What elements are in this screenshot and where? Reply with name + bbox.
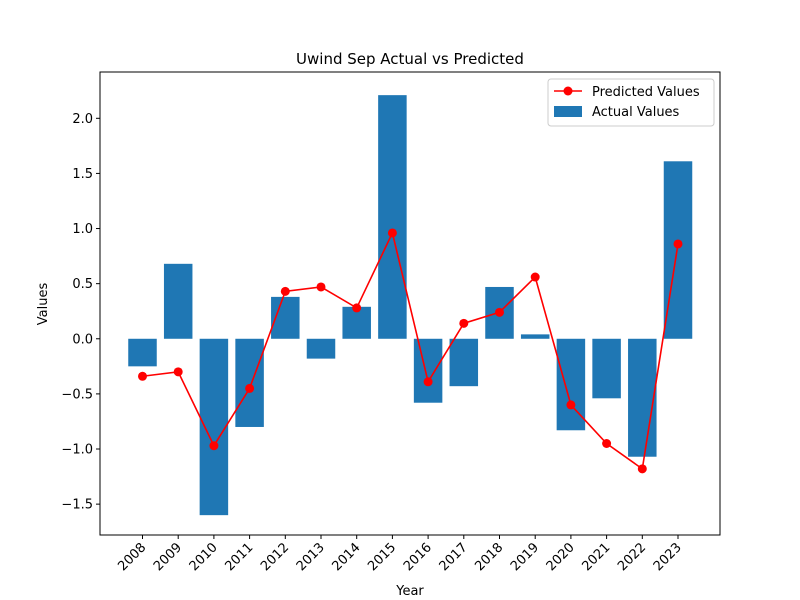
x-tick-label: 2012 [258, 540, 292, 574]
legend-box [547, 78, 715, 127]
x-tick-label: 2010 [187, 540, 221, 574]
x-tick-label: 2013 [294, 540, 328, 574]
bar [520, 334, 550, 339]
bar [163, 263, 193, 339]
data-point [459, 318, 469, 328]
x-tick-label: 2019 [508, 540, 542, 574]
data-point [566, 400, 576, 410]
x-tick-label: 2011 [222, 540, 256, 574]
legend-marker [563, 86, 573, 96]
x-tick-label: 2023 [651, 540, 685, 574]
x-tick-label: 2018 [472, 540, 506, 574]
x-tick-label: 2016 [401, 540, 435, 574]
x-tick-label: 2020 [544, 540, 578, 574]
bar [199, 338, 229, 516]
x-tick-label: 2009 [151, 540, 185, 574]
y-tick-label: 1.0 [72, 222, 93, 237]
data-point [423, 377, 433, 387]
legend: Predicted Values Actual Values [547, 78, 715, 127]
bar [378, 95, 407, 339]
data-point [602, 439, 612, 449]
data-point [637, 464, 647, 474]
data-point [387, 228, 397, 238]
plot-frame [99, 71, 721, 536]
x-tick-label: 2015 [365, 540, 399, 574]
y-tick-label: 0.0 [72, 332, 93, 347]
y-tick-label: 0.5 [72, 277, 93, 292]
y-tick-label: 1.5 [72, 167, 93, 182]
bar [413, 338, 443, 403]
x-tick-label: 2021 [579, 540, 613, 574]
legend-label-actual: Actual Values [592, 105, 680, 120]
x-tick-label: 2022 [615, 540, 649, 574]
y-tick-label: −1.0 [61, 443, 93, 458]
y-tick-label: 2.0 [72, 112, 93, 127]
y-tick-label: −0.5 [61, 387, 93, 402]
predicted-line [142, 230, 679, 471]
x-axis-label: Year [395, 584, 424, 599]
data-point [495, 307, 504, 317]
bar [663, 161, 693, 339]
bar [128, 338, 157, 367]
bar [628, 338, 657, 457]
data-point [209, 441, 219, 451]
legend-bar-swatch [554, 106, 582, 117]
data-point [530, 272, 540, 282]
bar [306, 338, 336, 359]
bar [235, 338, 264, 427]
data-point [352, 303, 362, 313]
y-axis-label: Values [36, 283, 51, 326]
x-tick-label: 2017 [437, 540, 471, 574]
bar [449, 338, 479, 387]
data-point [316, 282, 326, 292]
y-axis: −1.5 −1.0 −0.5 0.0 0.5 1.0 1.5 2.0 [61, 112, 100, 513]
data-point [280, 286, 290, 296]
legend-label-predicted: Predicted Values [592, 85, 700, 100]
x-tick-label: 2014 [330, 540, 364, 574]
bar [592, 338, 621, 399]
chart-title: Uwind Sep Actual vs Predicted [296, 50, 524, 68]
x-tick-label: 2008 [115, 540, 149, 574]
x-axis: 2008 2009 2010 2011 2012 2013 2014 2015 2016 2017… [115, 535, 685, 574]
data-point [138, 371, 147, 381]
data-point [245, 383, 255, 393]
y-tick-label: −1.5 [61, 498, 93, 513]
data-point [673, 239, 683, 249]
data-point [173, 367, 183, 377]
line-series [138, 228, 683, 474]
